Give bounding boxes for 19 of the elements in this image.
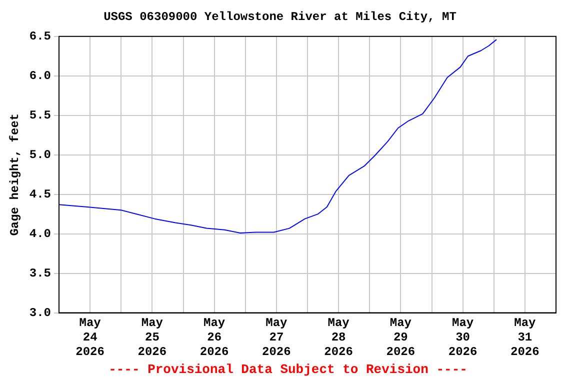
y-tick-label: 3.0 xyxy=(29,306,52,320)
y-tick-label: 4.0 xyxy=(29,226,52,241)
y-tick-label: 6.5 xyxy=(29,29,52,44)
y-tick-label: 5.5 xyxy=(29,108,52,122)
x-tick-label: May 28 2026 xyxy=(324,316,353,359)
x-tick-label: May 29 2026 xyxy=(386,316,416,359)
text: ---- Provisional Data Subject to Revision ---- xyxy=(108,362,468,377)
x-tick-label: May 25 2026 xyxy=(138,316,167,359)
x-tick-label: May 31 2026 xyxy=(510,316,540,359)
y-tick-label: 4.5 xyxy=(29,187,52,202)
y-tick-label: 6.0 xyxy=(29,68,52,83)
x-tick-label: May 26 2026 xyxy=(200,316,229,359)
chart-title: USGS 06309000 Yellowstone River at Miles City, MT xyxy=(104,10,456,24)
y-axis-title: Gage height, feet xyxy=(8,113,22,236)
x-tick-label: May 24 2026 xyxy=(76,316,104,359)
x-tick-label: May 27 2026 xyxy=(262,316,291,359)
x-tick-label: May 30 2026 xyxy=(448,316,478,359)
y-tick-label: 3.5 xyxy=(29,266,52,280)
y-tick-label: 5.0 xyxy=(29,148,52,162)
